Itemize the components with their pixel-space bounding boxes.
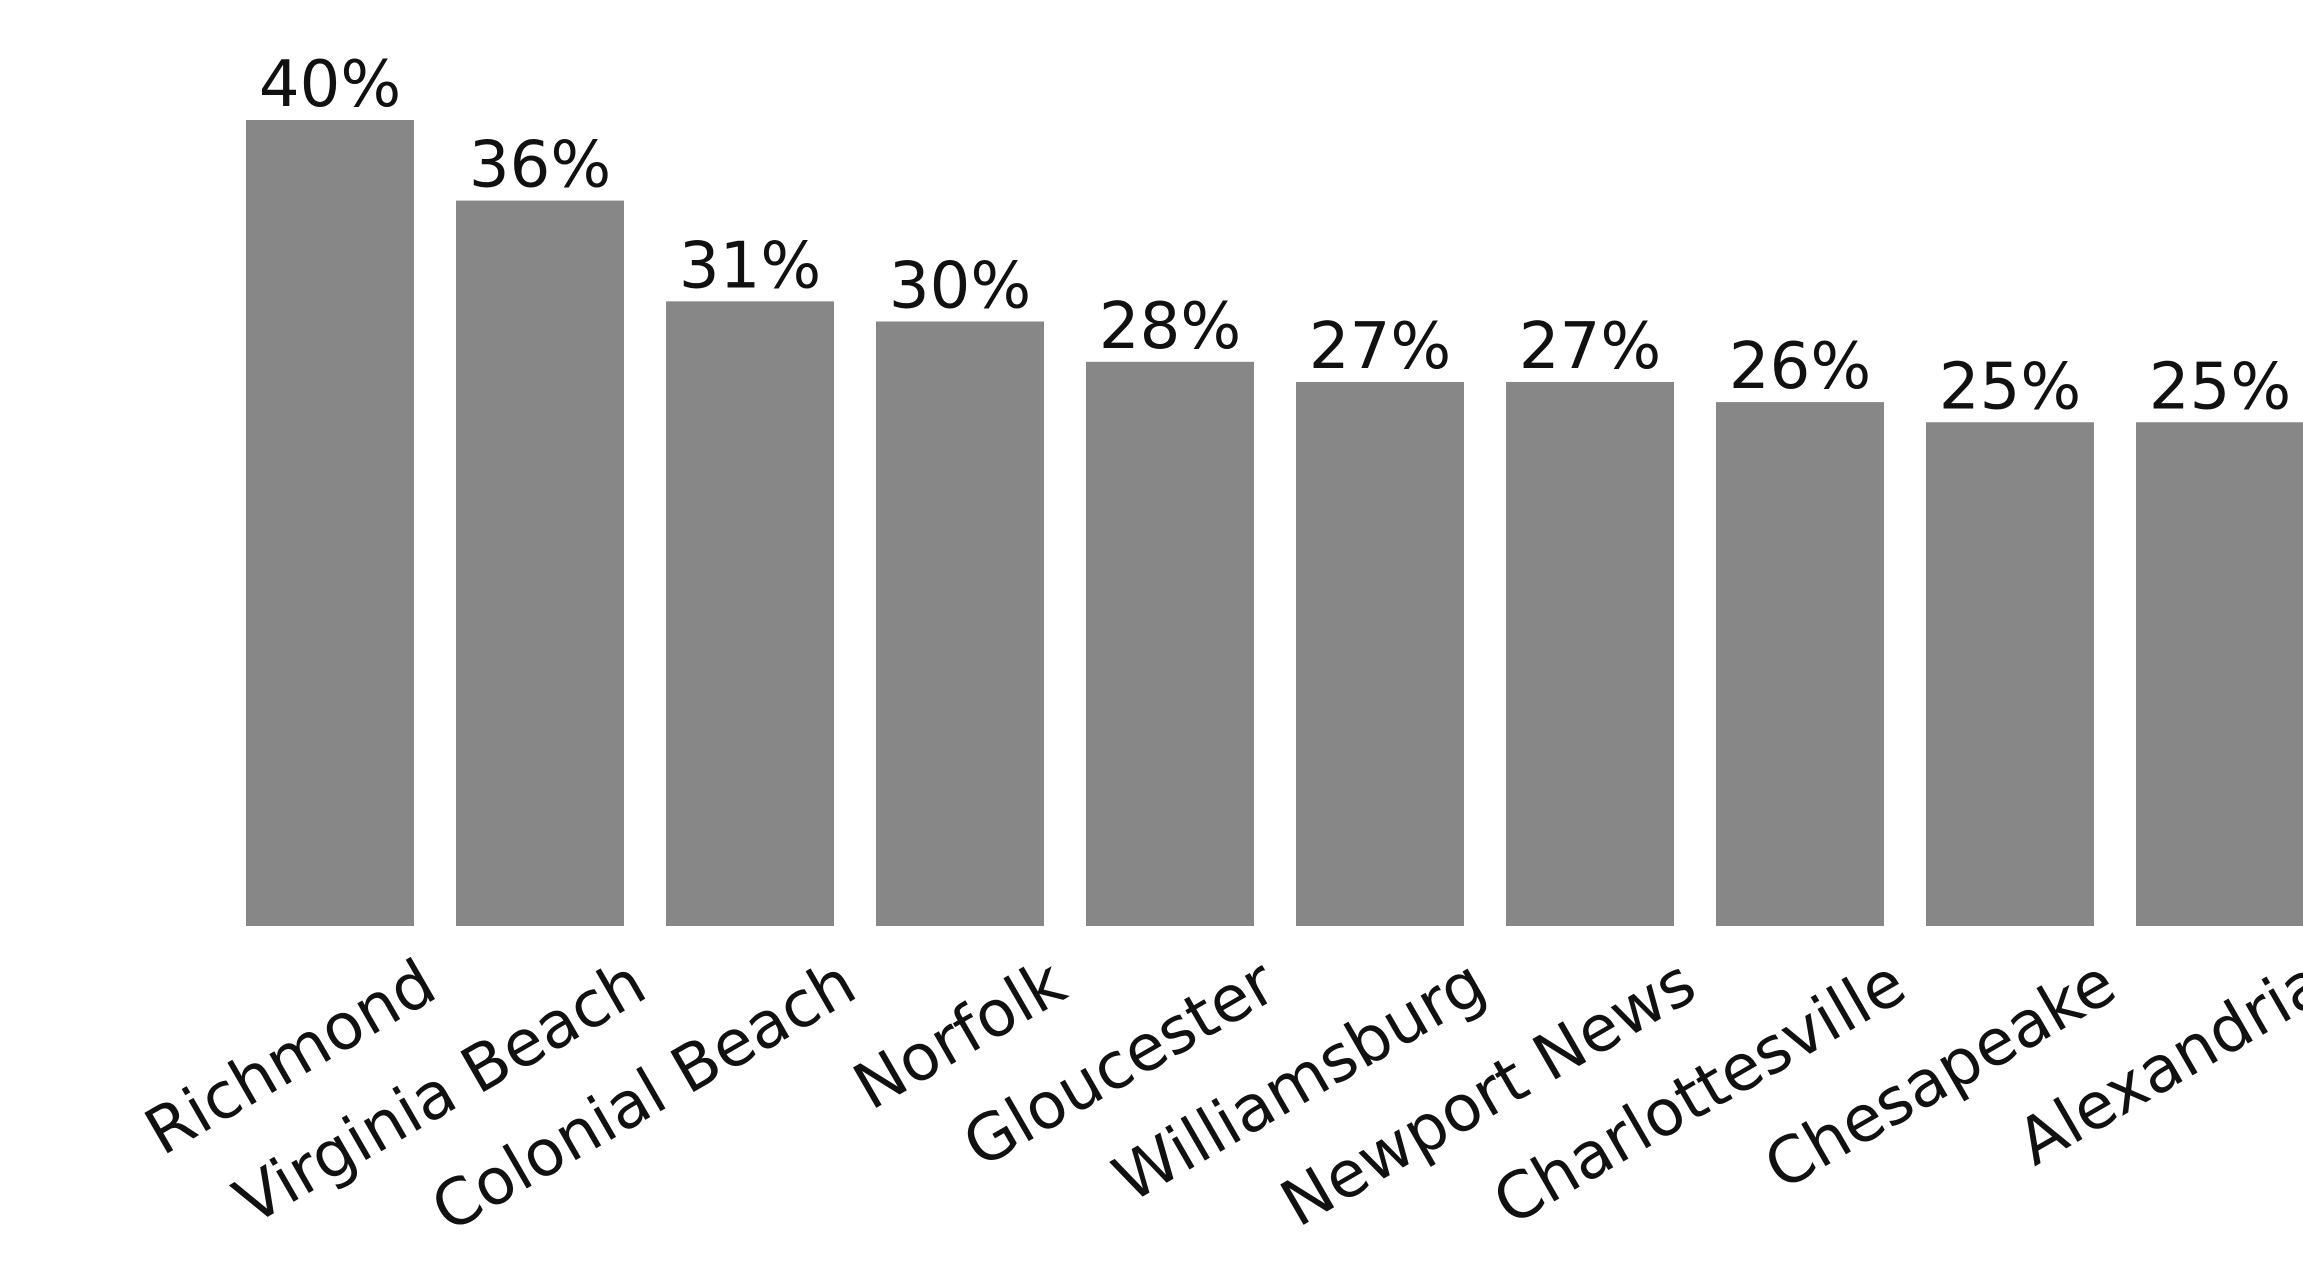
value-label: 36% bbox=[469, 129, 611, 203]
bar-williamsburg bbox=[1296, 381, 1464, 926]
value-label: 26% bbox=[1729, 330, 1871, 404]
bar-richmond bbox=[246, 120, 414, 926]
value-label: 25% bbox=[1939, 350, 2081, 424]
bar-virginia-beach bbox=[456, 200, 624, 927]
value-label: 27% bbox=[1519, 310, 1661, 384]
bar-alexandria bbox=[2136, 422, 2303, 926]
bar-gloucester bbox=[1086, 361, 1254, 926]
value-label: 25% bbox=[2149, 350, 2291, 424]
value-label: 28% bbox=[1099, 290, 1241, 364]
value-label: 30% bbox=[889, 250, 1031, 324]
bar-colonial-beach bbox=[666, 301, 834, 927]
bar-charlottesville bbox=[1716, 402, 1884, 927]
value-label: 40% bbox=[259, 48, 401, 122]
bar-newport-news bbox=[1506, 381, 1674, 926]
value-labels-layer: 40% 36% 31% 30% 28% 27% 27% 26% 25% 25% bbox=[259, 48, 2291, 424]
category-label: Chesapeake bbox=[1753, 946, 2128, 1205]
value-label: 27% bbox=[1309, 310, 1451, 384]
bar-chesapeake bbox=[1926, 422, 2094, 926]
bars-layer bbox=[246, 120, 2303, 927]
value-label: 31% bbox=[679, 229, 821, 303]
bar-norfolk bbox=[876, 321, 1044, 926]
